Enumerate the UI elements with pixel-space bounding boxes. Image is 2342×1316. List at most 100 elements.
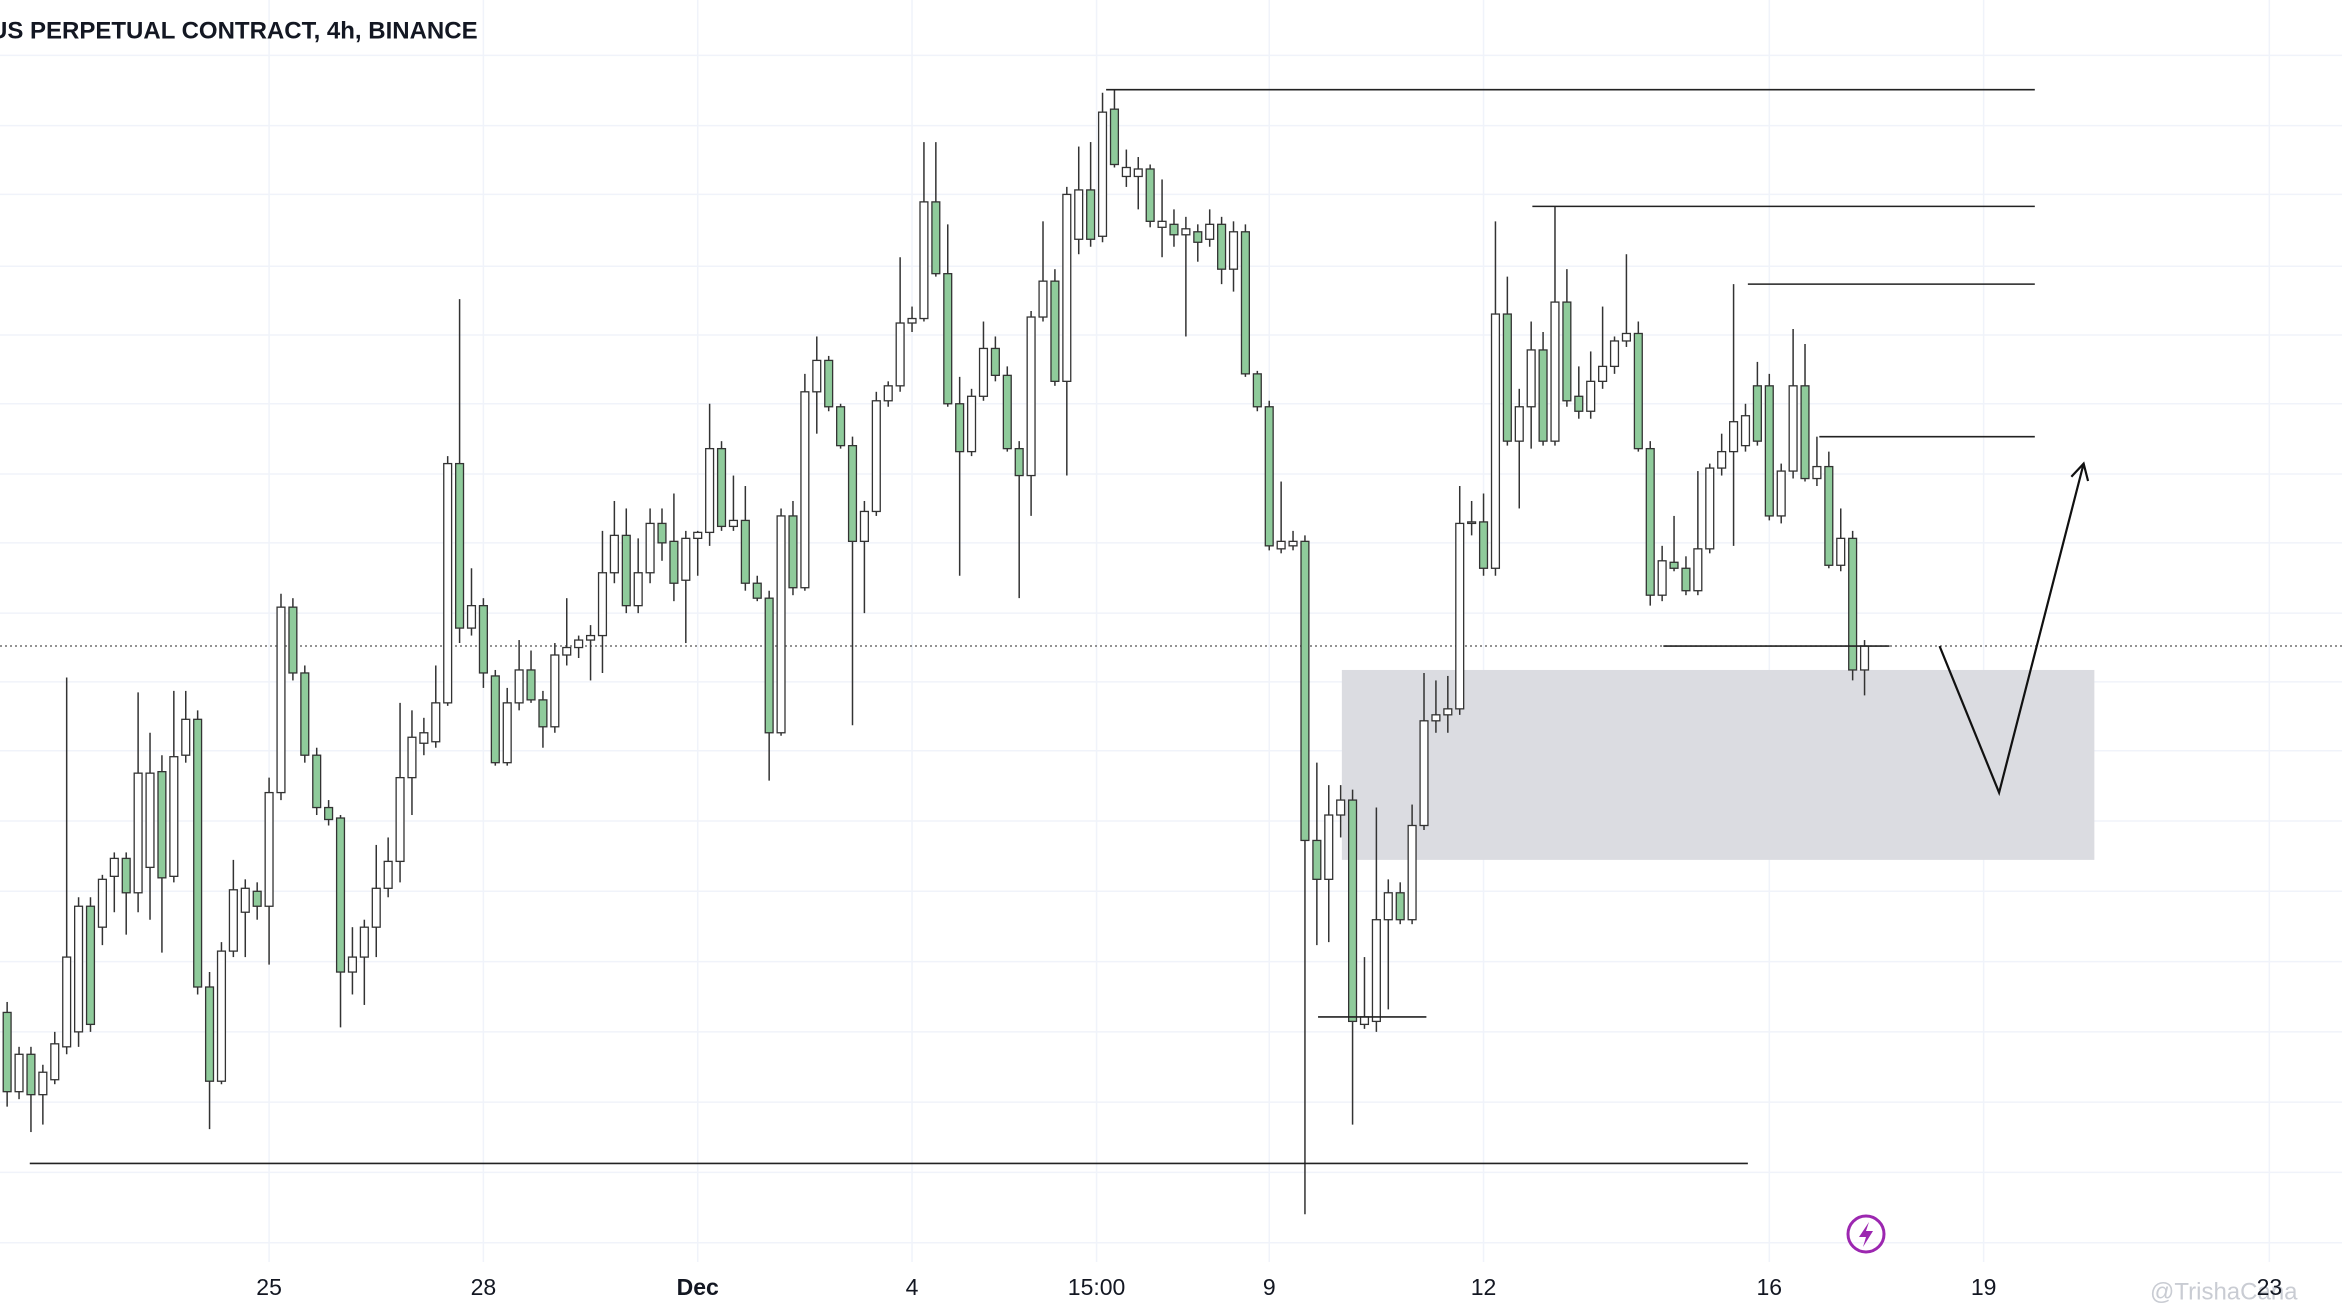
candle-body bbox=[407, 736, 417, 779]
candle-body bbox=[645, 522, 655, 574]
candle-body bbox=[240, 887, 250, 913]
candle-body bbox=[1502, 313, 1512, 442]
candle-body bbox=[621, 534, 631, 607]
candle-body bbox=[121, 857, 131, 894]
grid-layer bbox=[0, 0, 2342, 1262]
candle-body bbox=[1526, 349, 1536, 408]
candle-body bbox=[1669, 561, 1679, 569]
candle-body bbox=[836, 406, 846, 447]
candle-body bbox=[1800, 385, 1810, 480]
candle-body bbox=[1586, 380, 1596, 412]
candle-body bbox=[562, 646, 572, 656]
candle-body bbox=[1300, 540, 1310, 842]
candle-body bbox=[1181, 228, 1191, 236]
candle-body bbox=[1752, 385, 1762, 442]
candle-body bbox=[1824, 465, 1834, 566]
candle-body bbox=[1395, 892, 1405, 921]
candle-body bbox=[1038, 280, 1048, 318]
candle-body bbox=[514, 669, 524, 704]
candle-body bbox=[883, 385, 893, 402]
candle-body bbox=[1086, 189, 1096, 240]
icon-ring bbox=[1846, 1214, 1886, 1254]
candle-body bbox=[264, 791, 274, 907]
candle-body bbox=[990, 347, 1000, 377]
candle-body bbox=[1609, 340, 1620, 368]
candle-body bbox=[1002, 374, 1012, 450]
candle-body bbox=[978, 347, 989, 397]
candle-body bbox=[1443, 708, 1453, 716]
x-tick-label: 4 bbox=[906, 1274, 919, 1300]
candle-body bbox=[1217, 223, 1227, 270]
candle-body bbox=[1014, 447, 1024, 477]
candle-body bbox=[1312, 839, 1322, 880]
candle-body bbox=[181, 718, 191, 756]
candle-body bbox=[740, 519, 750, 584]
candle-body bbox=[550, 654, 560, 728]
candle-body bbox=[2, 1011, 12, 1093]
candle-body bbox=[1383, 892, 1393, 921]
candle-body bbox=[1657, 560, 1667, 596]
icon-bolt bbox=[1859, 1222, 1873, 1247]
candle-body bbox=[109, 857, 119, 877]
candle-body bbox=[716, 447, 727, 528]
candle-body bbox=[490, 675, 500, 764]
candle-body bbox=[1514, 406, 1524, 442]
candle-body bbox=[1693, 548, 1703, 592]
candle-body bbox=[74, 905, 84, 1033]
candle-body bbox=[1550, 301, 1560, 442]
candle-body bbox=[705, 447, 715, 534]
candle-body bbox=[1562, 301, 1572, 402]
candle-body bbox=[681, 537, 691, 581]
candle-body bbox=[1074, 189, 1084, 240]
candle-body bbox=[1431, 714, 1441, 722]
candle-body bbox=[1740, 415, 1751, 447]
candle-body bbox=[1109, 108, 1120, 166]
candle-body bbox=[728, 519, 739, 528]
candle-body bbox=[764, 597, 774, 734]
candle-body bbox=[859, 510, 869, 543]
candle-body bbox=[193, 718, 203, 988]
candle-body bbox=[955, 403, 965, 453]
x-tick-label: 15:00 bbox=[1068, 1274, 1126, 1300]
candle-body bbox=[788, 515, 798, 589]
candle-body bbox=[216, 950, 227, 1082]
candle-body bbox=[1193, 231, 1203, 243]
demand-zone bbox=[1341, 669, 2095, 860]
candle-body bbox=[204, 986, 215, 1082]
candle-body bbox=[1324, 814, 1334, 880]
candle-body bbox=[609, 534, 619, 574]
candle-body bbox=[847, 444, 858, 543]
candle-body bbox=[800, 391, 810, 589]
candle-body bbox=[1407, 824, 1417, 921]
candle-body bbox=[1336, 799, 1346, 816]
candle-body bbox=[538, 699, 548, 728]
candle-body bbox=[1598, 365, 1608, 382]
candle-body bbox=[1490, 313, 1501, 569]
candle-body bbox=[1121, 166, 1131, 178]
lightning-icon[interactable] bbox=[1846, 1214, 1886, 1254]
x-tick-label: 23 bbox=[2257, 1274, 2283, 1300]
candle-body bbox=[1145, 168, 1155, 222]
candle-body bbox=[335, 817, 346, 973]
candle-body bbox=[276, 606, 286, 794]
candle-body bbox=[419, 732, 429, 744]
candle-body bbox=[919, 201, 929, 320]
candle-body bbox=[300, 672, 310, 756]
candle-body bbox=[324, 806, 334, 821]
candle-body bbox=[1371, 919, 1381, 1023]
candle-body bbox=[669, 540, 679, 584]
candle-body bbox=[633, 572, 643, 607]
candle-body bbox=[1848, 537, 1858, 671]
candle-body bbox=[1574, 395, 1584, 412]
candle-body bbox=[347, 956, 358, 973]
candle-body bbox=[1729, 421, 1739, 453]
candle-body bbox=[1050, 280, 1060, 382]
candle-body bbox=[1455, 522, 1465, 710]
candle-body bbox=[1264, 406, 1274, 547]
candle-body bbox=[907, 317, 917, 324]
candle-body bbox=[1288, 540, 1298, 547]
candle-body bbox=[1836, 537, 1846, 566]
candle-body bbox=[871, 400, 881, 513]
